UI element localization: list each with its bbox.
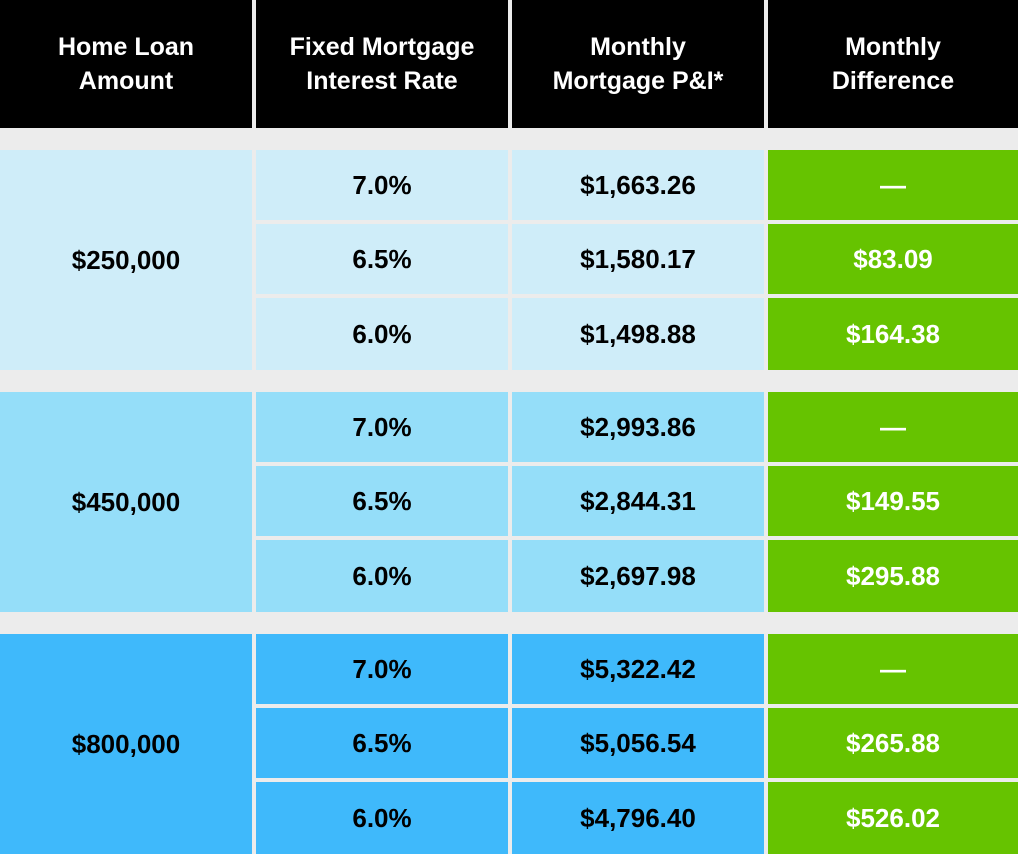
rate-cell: 7.0% [256, 150, 508, 220]
difference-cell: — [768, 150, 1018, 220]
rate-cell: 6.5% [256, 224, 508, 294]
header-interest-rate: Fixed Mortgage Interest Rate [256, 0, 508, 128]
header-monthly-payment: Monthly Mortgage P&I* [512, 0, 764, 128]
rate-cell: 6.0% [256, 540, 508, 612]
header-home-loan-amount: Home Loan Amount [0, 0, 252, 128]
payment-cell: $5,322.42 [512, 634, 764, 704]
rate-cell: 6.5% [256, 466, 508, 536]
rate-cell: 7.0% [256, 392, 508, 462]
rate-cell: 6.0% [256, 782, 508, 854]
difference-cell: $164.38 [768, 298, 1018, 370]
rate-cell: 6.0% [256, 298, 508, 370]
payment-cell: $5,056.54 [512, 708, 764, 778]
payment-cell: $2,844.31 [512, 466, 764, 536]
loan-amount-cell: $800,000 [0, 634, 252, 854]
difference-cell: $83.09 [768, 224, 1018, 294]
rate-cell: 7.0% [256, 634, 508, 704]
loan-amount-cell: $450,000 [0, 392, 252, 612]
header-monthly-difference: Monthly Difference [768, 0, 1018, 128]
payment-cell: $4,796.40 [512, 782, 764, 854]
difference-cell: $265.88 [768, 708, 1018, 778]
loan-amount-cell: $250,000 [0, 150, 252, 370]
difference-cell: $295.88 [768, 540, 1018, 612]
rate-cell: 6.5% [256, 708, 508, 778]
difference-cell: — [768, 634, 1018, 704]
payment-cell: $2,993.86 [512, 392, 764, 462]
payment-cell: $2,697.98 [512, 540, 764, 612]
difference-cell: $526.02 [768, 782, 1018, 854]
payment-cell: $1,498.88 [512, 298, 764, 370]
difference-cell: — [768, 392, 1018, 462]
payment-cell: $1,580.17 [512, 224, 764, 294]
payment-cell: $1,663.26 [512, 150, 764, 220]
difference-cell: $149.55 [768, 466, 1018, 536]
